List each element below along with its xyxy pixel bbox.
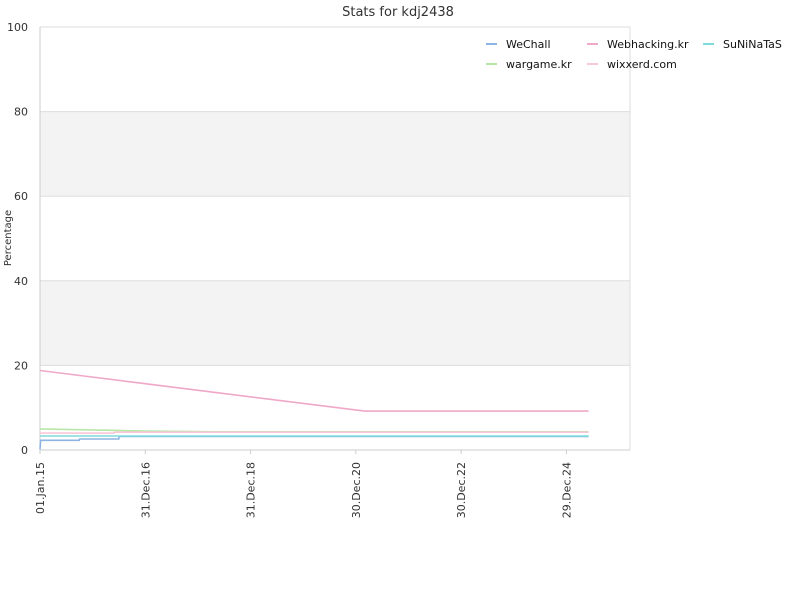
- legend-label: wargame.kr: [506, 58, 572, 71]
- axes: [39, 27, 631, 451]
- y-tick-label: 20: [14, 359, 28, 372]
- background-band: [40, 280, 630, 366]
- y-axis-label: Percentage: [3, 210, 14, 266]
- legend-label: Webhacking.kr: [607, 38, 689, 51]
- series-line-wixxerd-com: [40, 431, 589, 434]
- background-band: [40, 111, 630, 197]
- y-tick-label: 100: [7, 21, 28, 34]
- x-axis-ticks: 01.Jan.15 31.Dec.16 31.Dec.18 30.Dec.20 30.D…: [34, 450, 573, 518]
- legend: WeChall Webhacking.kr SuNiNaTaS wargame.kr w…: [486, 38, 782, 71]
- y-tick-label: 80: [14, 106, 28, 119]
- legend-label: WeChall: [506, 38, 551, 51]
- chart-title: Stats for kdj2438: [342, 5, 454, 20]
- x-tick-label: 30.Dec.22: [455, 462, 468, 518]
- y-tick-label: 0: [21, 444, 28, 457]
- x-tick-label: 31.Dec.18: [245, 462, 258, 518]
- legend-label: SuNiNaTaS: [723, 38, 782, 51]
- y-axis-ticks: 0 20 40 60 80 100: [7, 21, 28, 457]
- x-tick-label: 01.Jan.15: [34, 462, 47, 514]
- gridlines: [40, 26, 630, 451]
- series-lines: [39, 369, 589, 450]
- x-tick-label: 31.Dec.16: [139, 462, 152, 518]
- x-tick-label: 30.Dec.20: [350, 462, 363, 518]
- legend-label: wixxerd.com: [607, 58, 677, 71]
- x-tick-label: 29.Dec.24: [560, 462, 573, 518]
- y-tick-label: 40: [14, 275, 28, 288]
- background-bands: [40, 111, 630, 366]
- y-tick-label: 60: [14, 190, 28, 203]
- series-line-wechall: [39, 435, 589, 450]
- series-line-wargame-kr: [39, 428, 589, 433]
- series-line-webhacking-kr: [39, 369, 589, 412]
